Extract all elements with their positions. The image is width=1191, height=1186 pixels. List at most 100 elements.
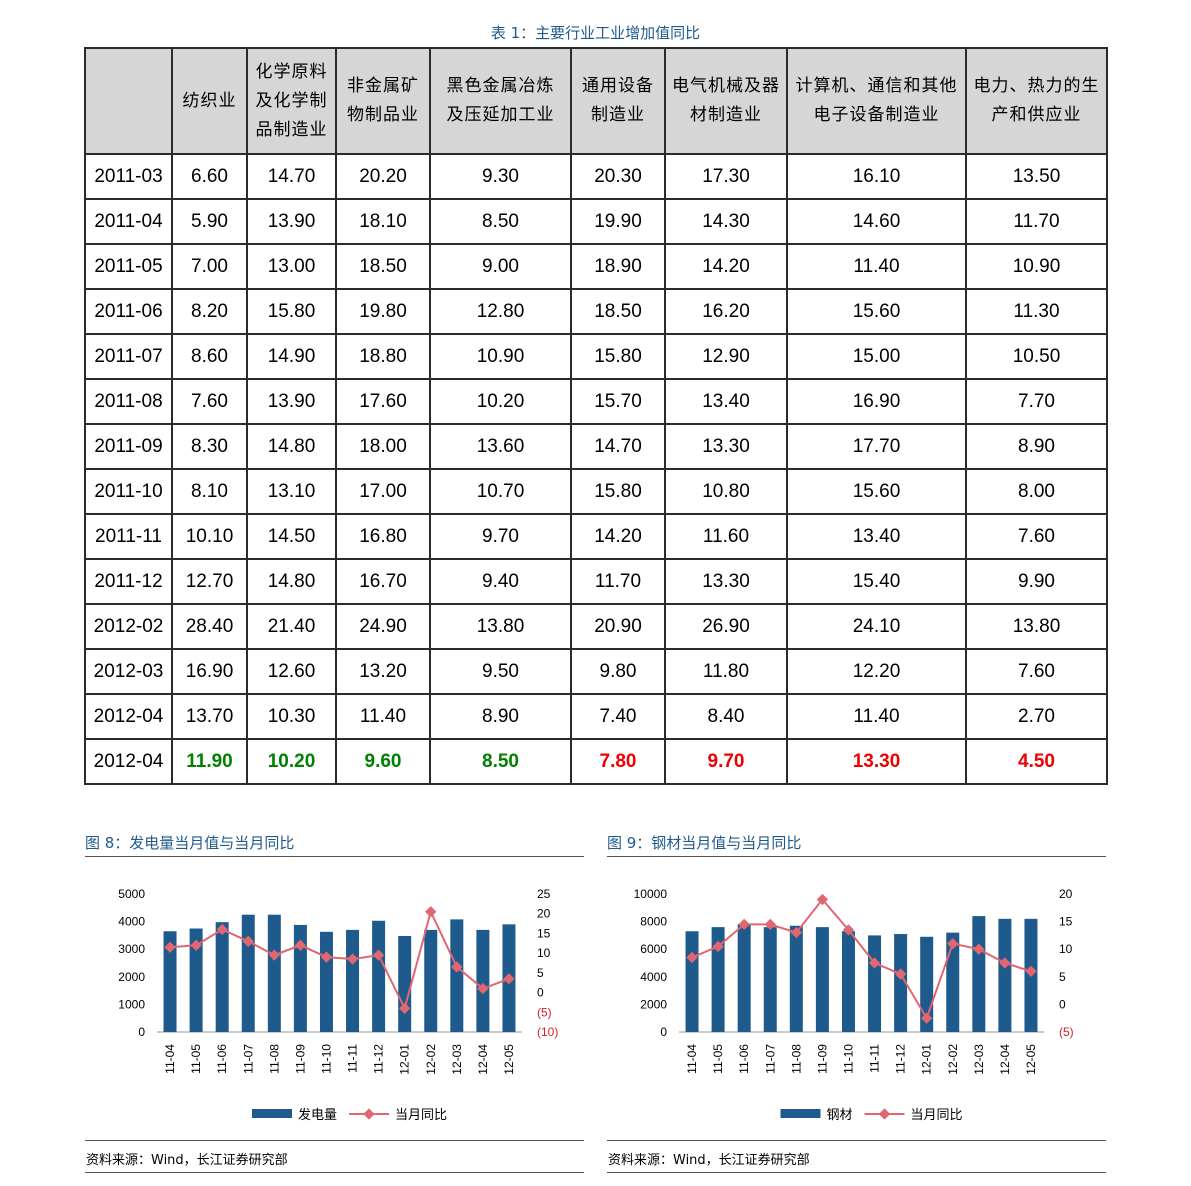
value-cell: 14.70 [247, 154, 336, 199]
bar [424, 930, 437, 1032]
figure-8-top-rule [85, 856, 584, 857]
value-cell: 14.70 [571, 424, 665, 469]
value-cell: 11.30 [966, 289, 1107, 334]
bar [972, 916, 985, 1032]
value-cell: 7.60 [966, 649, 1107, 694]
column-header: 计算机、通信和其他 电子设备制造业 [787, 48, 966, 154]
value-cell: 15.80 [247, 289, 336, 334]
value-cell: 18.90 [571, 244, 665, 289]
left-axis-tick-label: 0 [660, 1025, 667, 1039]
value-cell: 8.40 [665, 694, 787, 739]
value-cell: 13.90 [247, 199, 336, 244]
category-tick-label: 11-12 [894, 1044, 908, 1074]
value-cell: 4.50 [966, 739, 1107, 784]
value-cell: 7.70 [966, 379, 1107, 424]
value-cell: 7.60 [966, 514, 1107, 559]
row-date-cell: 2011-04 [85, 199, 172, 244]
row-date-cell: 2011-07 [85, 334, 172, 379]
legend-bar-swatch [781, 1109, 821, 1118]
value-cell: 9.60 [336, 739, 430, 784]
right-axis-tick-label: 5 [537, 966, 544, 980]
category-tick-label: 11-09 [293, 1044, 307, 1074]
value-cell: 28.40 [172, 604, 247, 649]
value-cell: 9.80 [571, 649, 665, 694]
value-cell: 13.20 [336, 649, 430, 694]
value-cell: 16.20 [665, 289, 787, 334]
left-axis-tick-label: 0 [138, 1025, 145, 1039]
bar [320, 932, 333, 1032]
value-cell: 10.20 [247, 739, 336, 784]
category-tick-label: 11-10 [319, 1044, 333, 1074]
column-header: 黑色金属冶炼 及压延加工业 [430, 48, 571, 154]
value-cell: 11.40 [787, 694, 966, 739]
table-header-row: 纺织业 化学原料 及化学制 品制造业 非金属矿 物制品业 黑色金属冶炼 及压延加工业 通用设备制… [85, 48, 1107, 154]
value-cell: 15.80 [571, 334, 665, 379]
figure-9-bottom-rule [607, 1140, 1106, 1141]
legend-line-label: 当月同比 [395, 1108, 447, 1123]
value-cell: 20.90 [571, 604, 665, 649]
column-header: 纺织业 [172, 48, 247, 154]
value-cell: 9.90 [966, 559, 1107, 604]
value-cell: 2.70 [966, 694, 1107, 739]
value-cell: 11.90 [172, 739, 247, 784]
table-caption: 表 1：主要行业工业增加值同比 [0, 22, 1191, 43]
left-axis-tick-label: 5000 [118, 887, 145, 901]
value-cell: 15.80 [571, 469, 665, 514]
value-cell: 7.40 [571, 694, 665, 739]
column-header: 电气机械及器 材制造业 [665, 48, 787, 154]
left-axis-tick-label: 4000 [118, 915, 145, 929]
row-date-cell: 2011-03 [85, 154, 172, 199]
steel-output-chart: 0200040006000800010000(5)0510152011-04 11… [607, 872, 1106, 1134]
value-cell: 15.00 [787, 334, 966, 379]
value-cell: 15.60 [787, 469, 966, 514]
table-row: 2011-07 8.60 14.90 18.80 10.90 15.80 12.90 15.0… [85, 334, 1107, 379]
category-tick-label: 11-05 [189, 1044, 203, 1074]
figure-9-title: 图 9：钢材当月值与当月同比 [607, 832, 801, 853]
value-cell: 13.70 [172, 694, 247, 739]
value-cell: 16.70 [336, 559, 430, 604]
value-cell: 15.40 [787, 559, 966, 604]
bar [242, 915, 255, 1032]
value-cell: 10.50 [966, 334, 1107, 379]
value-cell: 14.50 [247, 514, 336, 559]
value-cell: 10.80 [665, 469, 787, 514]
value-cell: 10.30 [247, 694, 336, 739]
category-tick-label: 12-01 [398, 1044, 412, 1075]
value-cell: 10.90 [966, 244, 1107, 289]
left-axis-tick-label: 2000 [640, 997, 667, 1011]
value-cell: 17.30 [665, 154, 787, 199]
value-cell: 11.70 [966, 199, 1107, 244]
value-cell: 11.80 [665, 649, 787, 694]
value-cell: 17.00 [336, 469, 430, 514]
power-generation-chart: 0 1000 2000 3000 4000 5000 (10) (5) 0 5 10 15 20 25 11… [85, 872, 584, 1134]
value-cell: 8.90 [966, 424, 1107, 469]
legend-line-marker [363, 1108, 374, 1119]
value-cell: 18.50 [571, 289, 665, 334]
bar [372, 921, 385, 1032]
value-cell: 14.30 [665, 199, 787, 244]
right-axis-tick-label: (5) [537, 1005, 552, 1019]
value-cell: 13.80 [430, 604, 571, 649]
value-cell: 16.80 [336, 514, 430, 559]
table-row: 2011-03 6.60 14.70 20.20 9.30 20.30 17.30 16.10… [85, 154, 1107, 199]
right-axis-tick-label: 20 [1059, 887, 1073, 901]
value-cell: 13.30 [665, 424, 787, 469]
figure-9-top-rule [607, 856, 1106, 857]
table-row: 2011-11 10.10 14.50 16.80 9.70 14.20 11.60 13.4… [85, 514, 1107, 559]
row-date-cell: 2011-12 [85, 559, 172, 604]
value-cell: 16.90 [172, 649, 247, 694]
value-cell: 12.20 [787, 649, 966, 694]
table-row: 2011-12 12.70 14.80 16.70 9.40 11.70 13.30 15.4… [85, 559, 1107, 604]
right-axis-tick-label: 20 [537, 907, 551, 921]
figure-8-source: 资料来源：Wind，长江证券研究部 [86, 1149, 288, 1168]
category-tick-label: 12-03 [450, 1044, 464, 1075]
category-tick-label: 11-06 [737, 1044, 751, 1074]
value-cell: 13.40 [787, 514, 966, 559]
category-tick-label: 12-01 [920, 1044, 934, 1075]
value-cell: 13.50 [966, 154, 1107, 199]
bar [868, 935, 881, 1032]
value-cell: 17.60 [336, 379, 430, 424]
value-cell: 14.80 [247, 559, 336, 604]
bar [816, 927, 829, 1032]
value-cell: 8.50 [430, 739, 571, 784]
